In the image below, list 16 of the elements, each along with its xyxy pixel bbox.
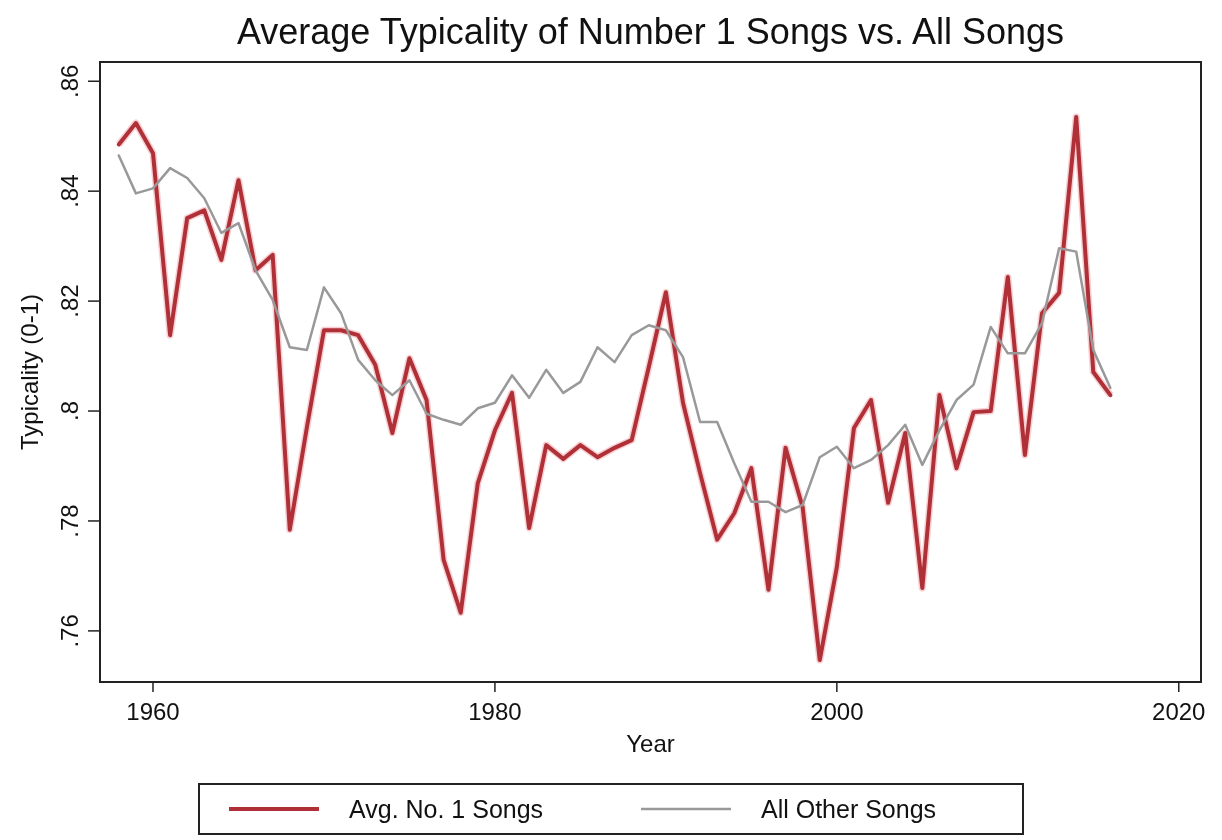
y-tick-label: .76 — [56, 614, 83, 648]
chart-title: Average Typicality of Number 1 Songs vs. All Songs — [236, 11, 1065, 52]
y-tick-label: .78 — [56, 504, 83, 538]
x-axis-title: Year — [626, 730, 675, 757]
line-series — [117, 154, 1112, 514]
legend-label: All Other Songs — [761, 795, 937, 823]
y-tick-label: .84 — [56, 174, 83, 208]
y-axis-title: Typicality (0-1) — [16, 293, 43, 451]
x-tick-label: 1960 — [126, 698, 180, 725]
x-tick-label: 1980 — [468, 698, 522, 725]
x-tick-label: 2020 — [1152, 698, 1206, 725]
x-tick-label: 2000 — [810, 698, 864, 725]
y-tick-label: .8 — [56, 401, 83, 422]
y-tick-label: .82 — [56, 284, 83, 318]
y-tick-label: .86 — [56, 64, 83, 98]
legend-label: Avg. No. 1 Songs — [349, 795, 544, 823]
